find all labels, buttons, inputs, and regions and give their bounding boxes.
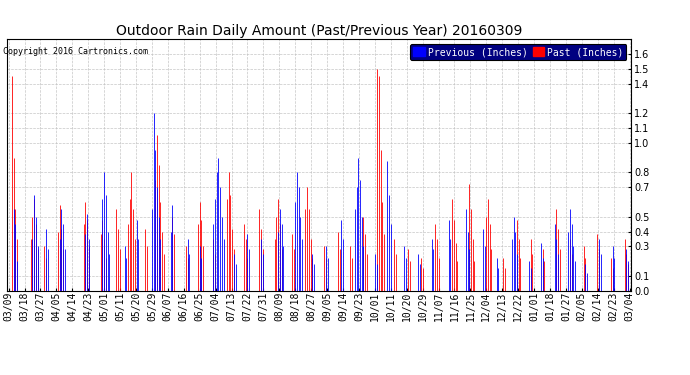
Title: Outdoor Rain Daily Amount (Past/Previous Year) 20160309: Outdoor Rain Daily Amount (Past/Previous… (116, 24, 522, 38)
Text: Copyright 2016 Cartronics.com: Copyright 2016 Cartronics.com (3, 47, 148, 56)
Legend: Previous (Inches), Past (Inches): Previous (Inches), Past (Inches) (411, 44, 627, 60)
